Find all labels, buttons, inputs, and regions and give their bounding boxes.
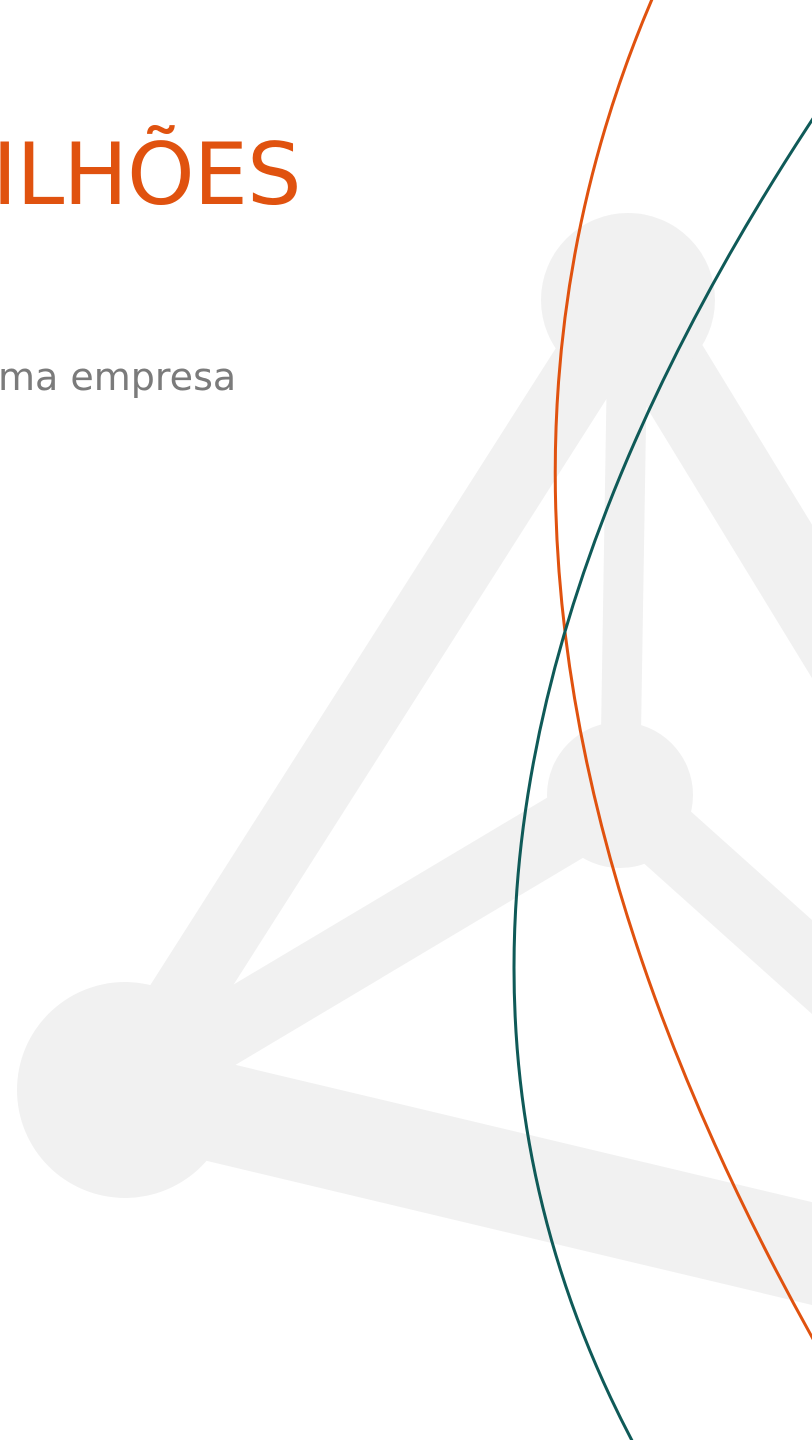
network-nodes — [17, 213, 715, 1198]
orange-arc — [553, 0, 812, 1341]
subtitle: ma empresa — [0, 355, 237, 399]
page-title: ILHÕES — [0, 125, 302, 225]
teal-arc — [512, 117, 812, 1440]
node-bottom-left — [17, 982, 233, 1198]
node-middle — [547, 722, 693, 868]
node-top — [541, 213, 715, 387]
